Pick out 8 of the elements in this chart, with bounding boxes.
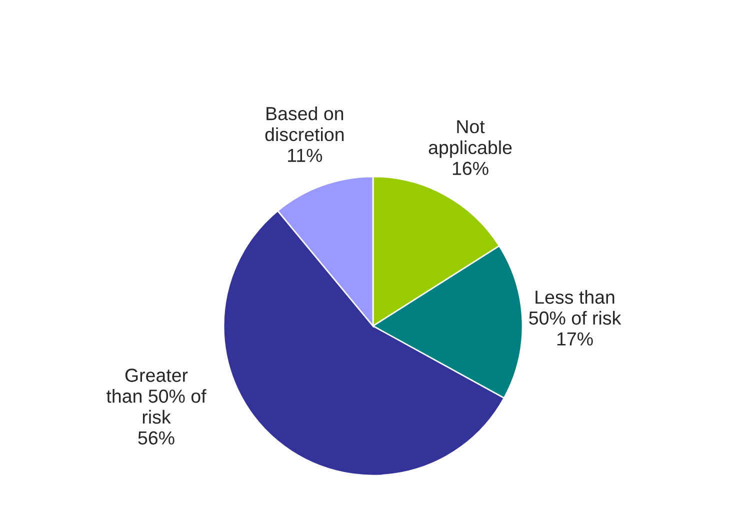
data-label: 56%	[138, 431, 174, 445]
slice-label: Not applicable	[428, 120, 512, 158]
slice-label: Less than 50% of risk	[529, 290, 622, 325]
data-label: 16%	[452, 162, 488, 176]
slice-label: Based on discretion	[265, 106, 344, 142]
slice-label: Greater than 50% of risk	[106, 368, 206, 424]
data-label: 11%	[288, 148, 322, 162]
data-label: 17%	[557, 332, 593, 346]
